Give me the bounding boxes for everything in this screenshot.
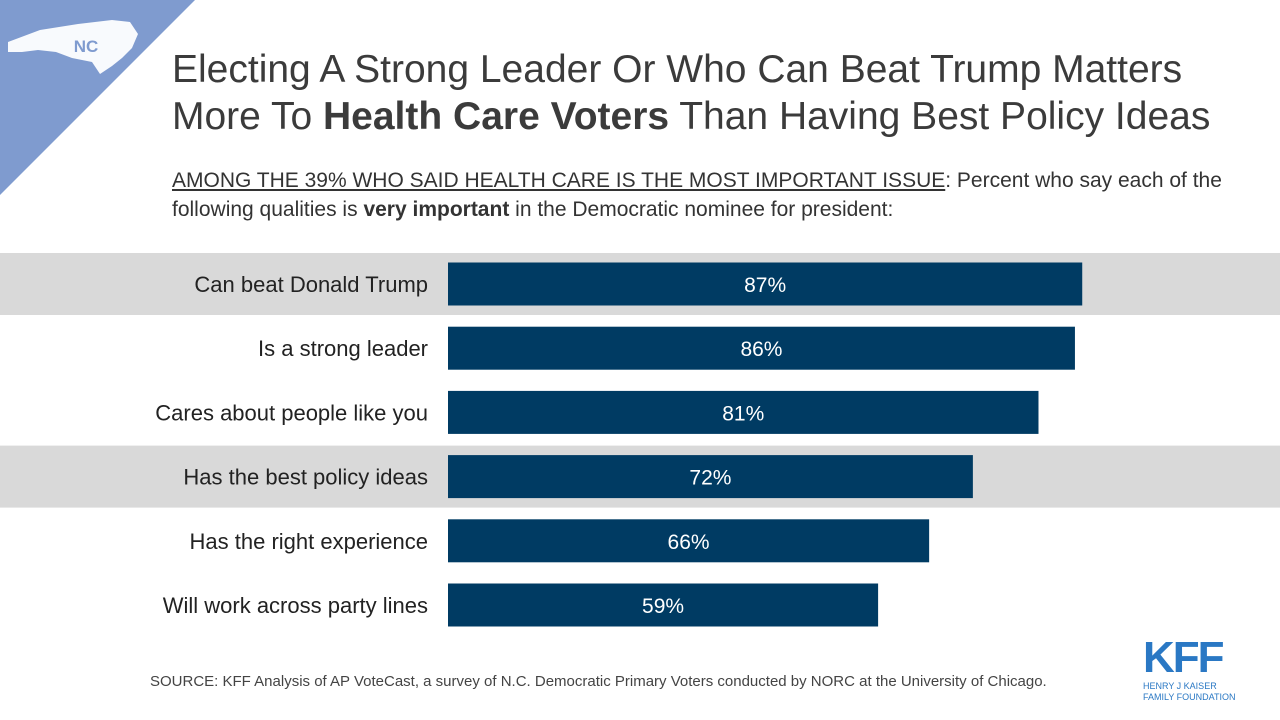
kff-logo-mark: KFF xyxy=(1143,633,1225,682)
category-label: Has the best policy ideas xyxy=(183,465,428,490)
category-label: Cares about people like you xyxy=(155,400,428,425)
subtitle-population: AMONG THE 39% WHO SAID HEALTH CARE IS TH… xyxy=(172,169,946,192)
data-label: 72% xyxy=(689,467,731,490)
chart-subtitle: AMONG THE 39% WHO SAID HEALTH CARE IS TH… xyxy=(172,169,1222,221)
nc-state-badge: NC xyxy=(0,0,195,195)
state-label: NC xyxy=(74,37,99,56)
bar xyxy=(448,326,1075,370)
kff-logo-line1: HENRY J KAISER xyxy=(1143,681,1217,691)
subtitle-emphasis: very important xyxy=(363,198,510,221)
data-label: 86% xyxy=(740,338,782,361)
bar xyxy=(448,519,930,563)
bar xyxy=(448,583,879,627)
category-label: Is a strong leader xyxy=(258,336,428,361)
title-emphasis: Health Care Voters xyxy=(323,95,670,138)
data-label: 81% xyxy=(722,402,764,425)
data-label: 87% xyxy=(744,274,786,297)
north-carolina-map-icon xyxy=(8,20,138,74)
data-label: 66% xyxy=(668,531,710,554)
bar xyxy=(448,262,1083,306)
category-label: Can beat Donald Trump xyxy=(194,272,428,297)
kff-logo: KFF HENRY J KAISER FAMILY FOUNDATION xyxy=(1143,633,1243,703)
bar xyxy=(448,455,973,499)
bar-chart: Can beat Donald Trump 87% Is a strong lead… xyxy=(0,253,1280,627)
bar xyxy=(448,390,1039,434)
data-label: 59% xyxy=(642,595,684,618)
page-title: Electing A Strong Leader Or Who Can Beat… xyxy=(172,48,1211,138)
category-label: Has the right experience xyxy=(190,529,428,554)
category-label: Will work across party lines xyxy=(163,593,428,618)
source-note: SOURCE: KFF Analysis of AP VoteCast, a s… xyxy=(150,673,1047,690)
kff-logo-line2: FAMILY FOUNDATION xyxy=(1143,692,1236,702)
